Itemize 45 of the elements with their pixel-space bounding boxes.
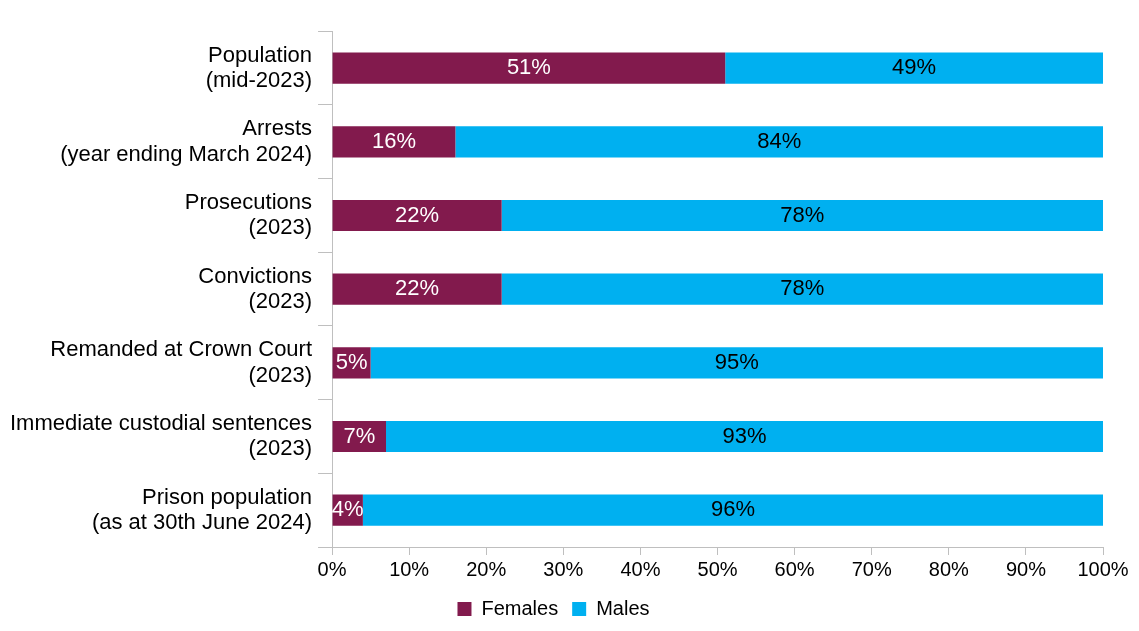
x-tick-label: 80% bbox=[928, 557, 970, 580]
bar bbox=[332, 52, 726, 84]
y-tick-label: Population (mid-2023) bbox=[205, 41, 313, 92]
y-tick-label: Prosecutions (2023) bbox=[184, 188, 313, 240]
x-tick-label: 20% bbox=[466, 557, 507, 580]
bar bbox=[725, 52, 1103, 84]
bar bbox=[332, 126, 456, 158]
data-label: 51% bbox=[506, 54, 551, 80]
data-label: 22% bbox=[395, 201, 440, 227]
x-tick-label: 40% bbox=[620, 557, 661, 580]
bar bbox=[455, 126, 1103, 158]
data-label: 22% bbox=[395, 275, 440, 301]
y-tick-label: Remanded at Crown Court (2023) bbox=[50, 336, 313, 387]
x-tick-label: 0% bbox=[317, 557, 347, 580]
bar bbox=[332, 199, 502, 232]
bar bbox=[501, 273, 1103, 305]
data-label: 78% bbox=[780, 201, 825, 227]
data-label: 5% bbox=[335, 348, 368, 374]
x-tick-label: 50% bbox=[697, 557, 738, 580]
bar bbox=[362, 494, 1103, 526]
x-tick-label: 100% bbox=[1077, 557, 1129, 580]
data-label: 7% bbox=[343, 422, 376, 448]
data-label: 4% bbox=[331, 496, 364, 522]
data-label: 16% bbox=[371, 127, 416, 153]
x-tick-label: 30% bbox=[543, 557, 584, 580]
y-tick-label: Arrests (year ending March 2024) bbox=[60, 115, 313, 166]
x-tick-label: 90% bbox=[1005, 557, 1047, 580]
data-label: 95% bbox=[714, 348, 759, 374]
y-tick-label: Convictions (2023) bbox=[198, 262, 313, 313]
bar bbox=[370, 347, 1103, 379]
bar bbox=[332, 273, 502, 305]
data-label: 49% bbox=[892, 54, 937, 80]
data-label: 93% bbox=[722, 422, 767, 448]
data-label: 84% bbox=[757, 127, 802, 153]
y-tick-label: Prison population (as at 30th June 2024) bbox=[91, 483, 313, 534]
data-label: 78% bbox=[780, 275, 825, 301]
bar bbox=[501, 199, 1103, 232]
bar bbox=[386, 420, 1103, 453]
x-tick-label: 60% bbox=[774, 557, 815, 580]
legend-label: Females bbox=[481, 596, 559, 619]
x-tick-label: 10% bbox=[389, 557, 430, 580]
x-tick-label: 70% bbox=[851, 557, 892, 580]
y-tick-label: Immediate custodial sentences (2023) bbox=[9, 409, 313, 461]
legend-label: Males bbox=[596, 596, 650, 619]
data-label: 96% bbox=[710, 496, 755, 522]
